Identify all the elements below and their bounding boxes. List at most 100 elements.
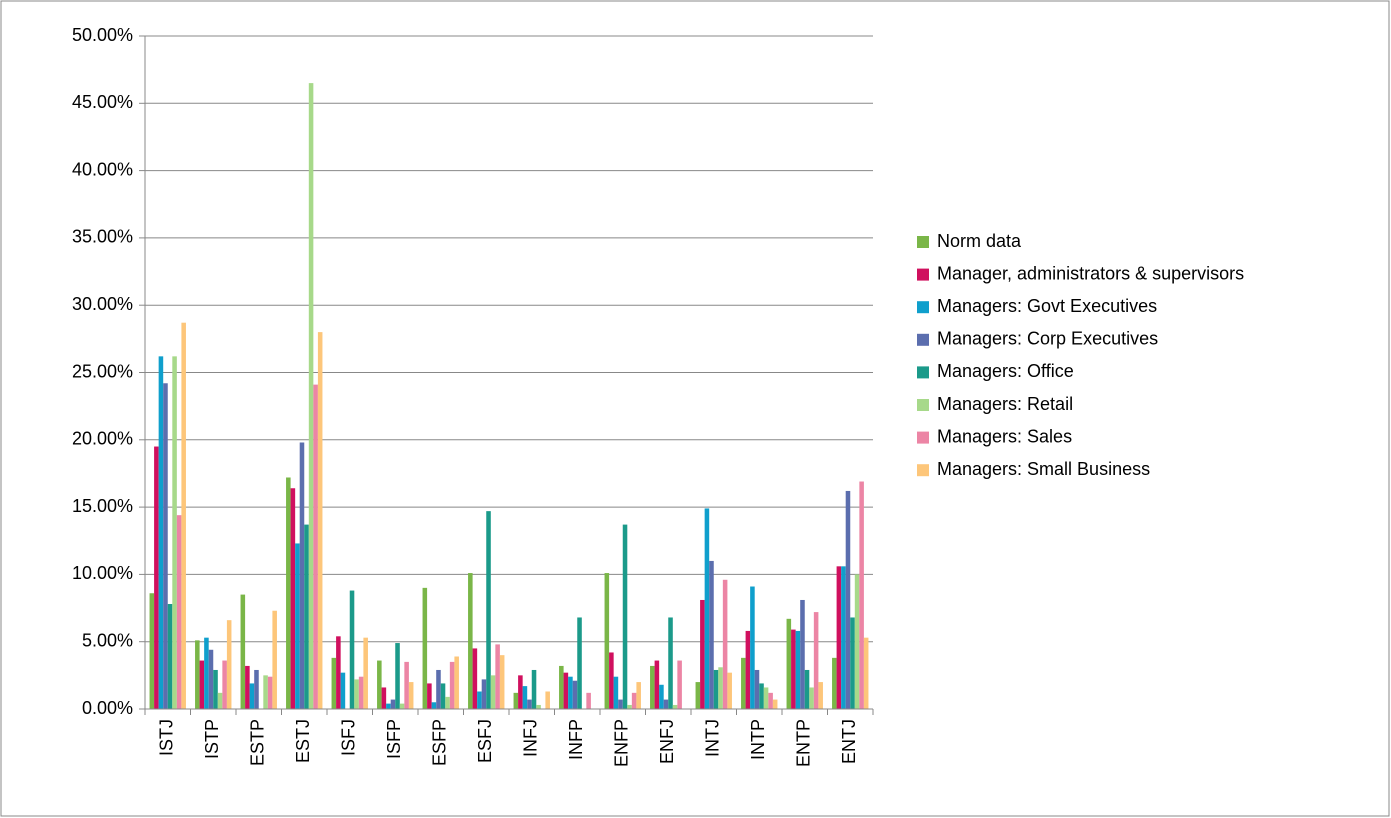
bar [727,672,732,709]
bar [495,644,500,709]
bar [163,383,168,709]
bar [527,699,532,709]
bar [245,665,250,709]
legend-swatch [917,236,929,248]
bar [741,657,746,709]
bar [568,676,573,709]
bar [499,655,505,709]
legend-label: Managers: Retail [937,394,1073,414]
bar [832,657,837,709]
x-tick-label: ESTP [248,719,268,766]
bar [813,612,819,709]
y-tick-label: 35.00% [72,227,133,247]
bar [431,702,437,709]
bar [772,699,778,709]
y-tick-label: 5.00% [82,630,133,650]
y-tick-label: 20.00% [72,429,133,449]
bar [700,599,705,709]
x-tick-label: INFP [566,719,586,760]
bar [668,617,673,709]
x-tick-label: ISFJ [339,719,359,756]
x-tick-label: ENTJ [839,719,859,764]
bar [636,682,641,709]
legend-label: Norm data [937,231,1022,251]
bar [176,515,182,709]
bar [404,661,409,709]
bar [695,682,701,709]
bar [713,669,719,709]
bar [154,446,159,709]
bar [672,704,678,709]
bar [472,648,478,709]
legend-label: Managers: Small Business [937,459,1150,479]
x-tick-label: ENFJ [657,719,677,764]
bar [572,680,578,709]
x-tick-label: INTJ [703,719,723,757]
bar [486,511,491,709]
bar [804,669,810,709]
x-tick-label: INTP [748,719,768,760]
legend-label: Managers: Govt Executives [937,296,1157,316]
bar [763,687,769,709]
bar [395,643,400,709]
bar [627,704,632,709]
bar [263,675,268,709]
bar [449,661,455,709]
legend-swatch [917,301,929,314]
bar [363,637,368,709]
bar [358,676,364,709]
bar [199,660,205,709]
bar [427,683,432,709]
bar [377,660,382,709]
bar [308,83,314,710]
bar [531,669,537,709]
bar [609,652,614,709]
bar [854,574,860,709]
y-tick-label: 50.00% [72,25,133,45]
bar [745,630,751,709]
legend-swatch [917,366,929,379]
bar [795,630,801,709]
bar [654,660,660,709]
bar [836,566,842,709]
bar [622,524,628,709]
legend-swatch [917,268,929,281]
bar [490,675,496,709]
bar [454,656,459,709]
bar [290,488,296,709]
bar [559,665,564,709]
bar [226,620,232,709]
bar [618,699,623,709]
bar [340,672,346,709]
bar [195,640,200,709]
bar [841,566,846,709]
bar [349,590,355,709]
y-tick-label: 10.00% [72,563,133,583]
legend-label: Managers: Corp Executives [937,329,1158,349]
bar [722,579,728,709]
bar [759,683,764,709]
bar [436,669,441,709]
bar [522,686,528,709]
bar [149,593,155,709]
bar [650,665,655,709]
y-tick-label: 30.00% [72,294,133,314]
bar [631,692,637,709]
y-tick-label: 45.00% [72,92,133,112]
x-tick-label: ESTJ [293,719,313,763]
bar [158,356,164,709]
x-tick-label: INFJ [521,719,541,757]
bar [254,669,259,709]
bar [213,669,218,709]
legend-swatch [917,431,929,444]
bar [204,637,209,709]
bar [800,599,805,709]
x-tick-label: ISTP [202,719,222,759]
bar [604,573,610,709]
bar [267,676,273,709]
bar [663,699,669,709]
bar [317,332,323,709]
